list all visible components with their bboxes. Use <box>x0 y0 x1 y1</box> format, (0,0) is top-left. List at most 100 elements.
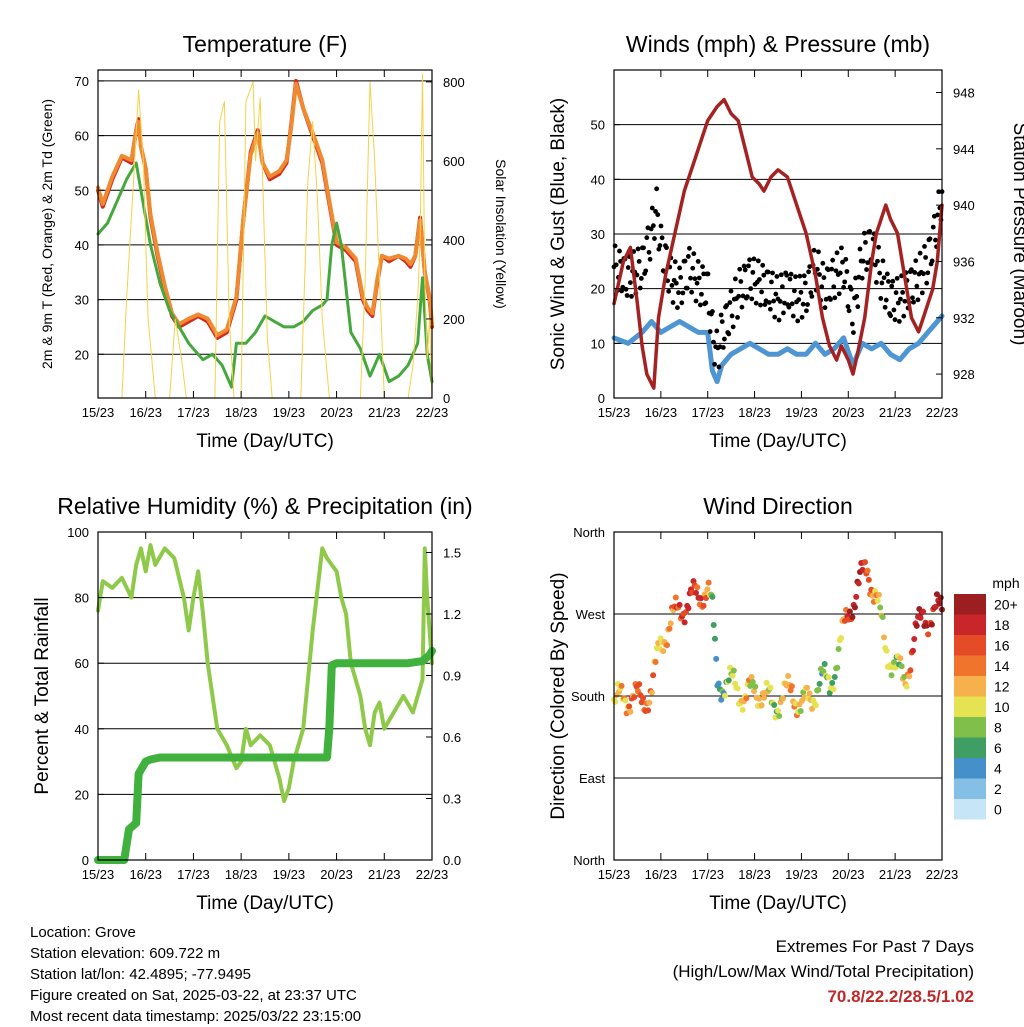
wind-direction-point <box>834 664 841 671</box>
gust-point <box>822 305 828 311</box>
gust-point <box>828 297 833 302</box>
wind-direction-point <box>838 634 845 641</box>
gust-point <box>644 235 650 241</box>
gust-point <box>919 290 925 296</box>
wind-direction-point <box>891 659 898 666</box>
gust-point <box>746 263 751 269</box>
gust-point <box>655 212 661 218</box>
gust-point <box>732 276 738 282</box>
gust-point <box>646 249 652 255</box>
wind-direction-point <box>855 580 862 587</box>
gust-point <box>929 258 935 264</box>
wind-direction-point <box>627 708 634 715</box>
gust-point <box>744 294 750 300</box>
gust-point <box>757 277 762 282</box>
wind-direction-point <box>865 576 872 583</box>
y-tick-label-right: 0.6 <box>443 730 461 745</box>
gust-point <box>659 235 665 241</box>
gust-point <box>884 271 890 277</box>
colorbar-cell <box>954 676 986 697</box>
gust-point <box>722 336 727 342</box>
y-tick-label: 40 <box>75 722 89 737</box>
gust-point <box>739 304 745 310</box>
gust-point <box>705 271 711 277</box>
elevation-text: Station elevation: 609.722 m <box>30 945 221 962</box>
gust-point <box>842 279 848 285</box>
gust-point <box>670 300 676 305</box>
gust-point <box>786 304 792 310</box>
gust-point <box>673 280 679 286</box>
wind-direction-point <box>879 614 886 621</box>
gust-point <box>893 290 899 296</box>
gust-point <box>805 302 810 307</box>
wind-direction-point <box>648 689 655 696</box>
x-tick-label: 15/23 <box>82 867 115 882</box>
gust-point <box>737 266 743 272</box>
gust-point <box>776 317 782 323</box>
gust-point <box>892 317 898 323</box>
wind-direction-point <box>763 679 770 686</box>
gust-point <box>913 258 919 264</box>
wind-direction-point <box>812 702 819 709</box>
wind-direction-point <box>898 663 905 670</box>
wind-direction-point <box>775 707 781 714</box>
gust-point <box>900 290 906 295</box>
wind-direction-point <box>797 708 804 715</box>
gust-point <box>820 260 826 266</box>
gust-point <box>678 274 684 280</box>
wind-direction-point <box>936 600 943 607</box>
gust-point <box>767 306 773 312</box>
wind-direction-point <box>853 593 860 600</box>
wind-direction-point <box>767 684 774 691</box>
wind-direction-point <box>700 602 707 609</box>
gust-point <box>843 256 849 262</box>
gust-point <box>832 295 838 301</box>
gust-point <box>685 254 691 259</box>
gust-point <box>751 256 757 262</box>
gust-point <box>789 301 795 307</box>
gust-point <box>804 308 809 314</box>
gust-point <box>921 271 926 277</box>
gust-point <box>910 295 915 301</box>
wind-direction-point <box>877 604 884 611</box>
wind-direction-point <box>917 614 924 621</box>
wind-direction-point <box>874 597 881 604</box>
y-tick-label-right: 948 <box>953 86 975 101</box>
y-tick-label-right: 400 <box>443 233 465 248</box>
wind-direction-point <box>937 594 944 601</box>
gust-point <box>802 280 808 286</box>
gust-point <box>855 304 861 310</box>
x-tick-label: 20/23 <box>832 867 865 882</box>
gust-point <box>930 224 936 230</box>
wind-direction-point <box>725 677 732 684</box>
wind-direction-point <box>831 673 838 680</box>
x-tick-label: 21/23 <box>879 405 912 420</box>
wind-direction-point <box>913 622 920 629</box>
wind-direction-point <box>646 699 653 706</box>
location-text: Location: Grove <box>30 924 136 941</box>
gust-point <box>865 260 871 266</box>
colorbar-cell <box>954 635 986 656</box>
gust-point <box>635 246 641 252</box>
chart-title: Winds (mph) & Pressure (mb) <box>626 31 930 57</box>
wind-direction-point <box>780 695 787 702</box>
gust-point <box>881 275 887 281</box>
extremes-title: Extremes For Past 7 Days <box>775 937 974 956</box>
gust-point <box>676 290 681 296</box>
gust-point <box>915 297 921 303</box>
y-axis-label-right: Station Pressure (Maroon) <box>1009 123 1024 346</box>
wind-direction-point <box>851 604 858 611</box>
gust-point <box>759 289 764 295</box>
gust-point <box>872 262 878 268</box>
y-axis-label-right: Solar Insolation (Yellow) <box>493 159 509 309</box>
x-tick-label: 22/23 <box>926 405 959 420</box>
wind-direction-point <box>640 695 647 702</box>
x-tick-label: 20/23 <box>832 405 865 420</box>
gust-point <box>694 280 700 286</box>
gust-point <box>864 267 869 272</box>
gust-point <box>672 259 678 265</box>
wind-direction-point <box>729 672 736 679</box>
gust-point <box>641 245 646 251</box>
gust-point <box>699 291 704 297</box>
colorbar-label: 18 <box>994 617 1010 633</box>
